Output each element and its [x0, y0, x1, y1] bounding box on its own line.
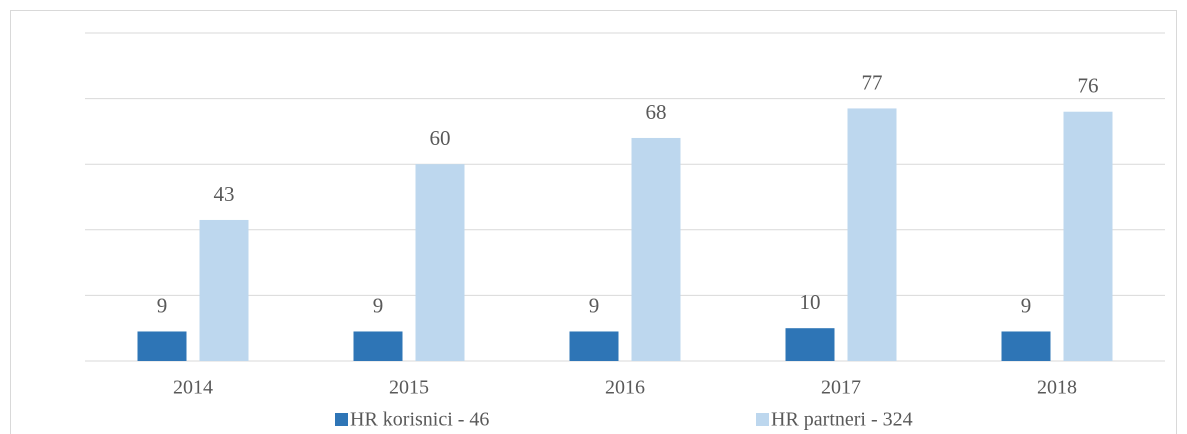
- bar: [631, 137, 681, 361]
- value-label: 76: [1078, 74, 1099, 98]
- x-tick-label: 2017: [821, 377, 861, 399]
- legend-swatch: [756, 413, 769, 426]
- bar: [847, 108, 897, 361]
- bar: [569, 331, 619, 361]
- value-label: 68: [646, 100, 667, 124]
- x-tick-label: 2015: [389, 377, 429, 399]
- bar: [1063, 111, 1113, 361]
- bar: [353, 331, 403, 361]
- value-label: 9: [589, 293, 600, 317]
- value-label: 9: [1021, 293, 1032, 317]
- bar: [415, 164, 465, 361]
- legend-label: HR partneri - 324: [771, 409, 913, 431]
- legend-label: HR korisnici - 46: [350, 409, 489, 431]
- value-label: 77: [862, 70, 883, 94]
- value-label: 9: [157, 293, 168, 317]
- bar: [199, 219, 249, 361]
- x-tick-label: 2018: [1037, 377, 1077, 399]
- x-tick-label: 2014: [173, 377, 213, 399]
- legend-swatch: [335, 413, 348, 426]
- x-tick-label: 2016: [605, 377, 645, 399]
- chart-frame: [10, 10, 1177, 434]
- bar: [1001, 331, 1051, 361]
- value-label: 10: [800, 290, 821, 314]
- value-label: 60: [430, 126, 451, 150]
- value-label: 9: [373, 293, 384, 317]
- value-label: 43: [214, 182, 235, 206]
- bar: [785, 328, 835, 361]
- bar: [137, 331, 187, 361]
